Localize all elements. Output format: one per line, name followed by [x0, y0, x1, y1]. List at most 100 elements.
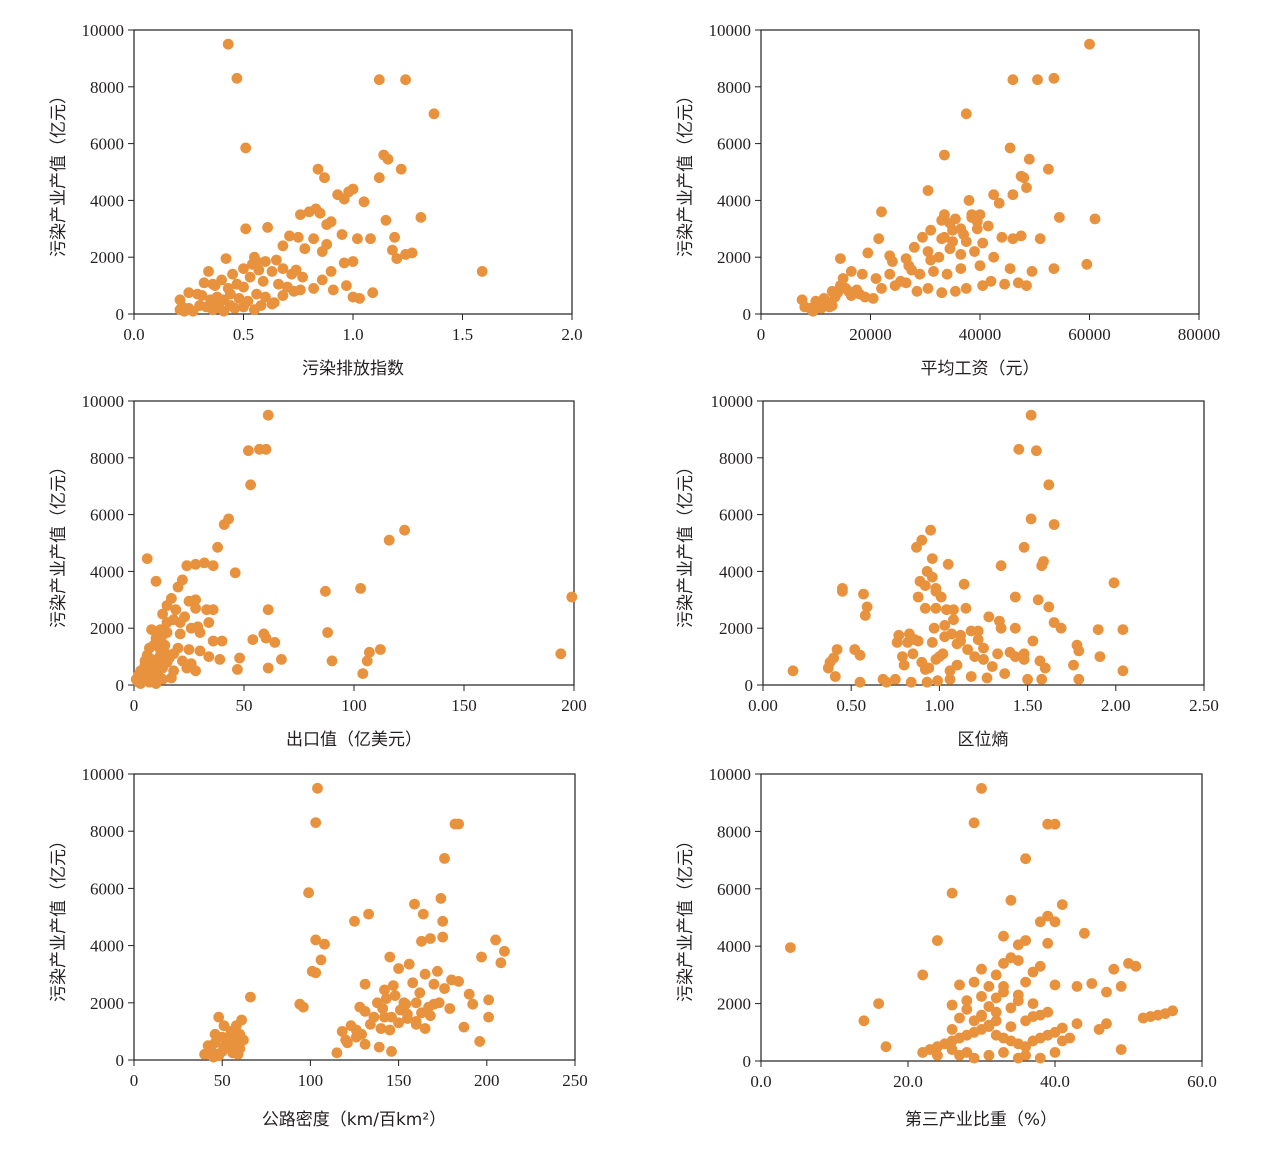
y-tick-label: 4000	[90, 562, 124, 581]
data-point	[435, 893, 447, 904]
data-point	[338, 193, 350, 205]
data-point	[992, 648, 1003, 660]
data-point	[954, 979, 965, 991]
data-point	[976, 1011, 987, 1022]
data-point	[363, 908, 374, 920]
data-point	[881, 676, 892, 688]
data-point	[1020, 976, 1031, 988]
data-point	[948, 614, 959, 626]
data-point	[845, 290, 857, 301]
data-point	[884, 268, 896, 280]
data-point	[352, 233, 363, 245]
data-point	[960, 108, 972, 120]
data-point	[1042, 1006, 1054, 1018]
data-point	[303, 206, 315, 218]
data-point	[908, 241, 920, 253]
data-point	[183, 287, 195, 299]
data-point	[963, 195, 975, 206]
x-tick-label: 2.0	[561, 325, 582, 344]
x-tick-label: 40.0	[1040, 1072, 1070, 1091]
data-point	[220, 253, 232, 264]
data-point	[157, 608, 169, 620]
data-point	[986, 661, 998, 672]
y-tick-label: 0	[116, 1051, 125, 1070]
data-point	[315, 954, 327, 966]
data-point	[787, 665, 799, 677]
data-point	[972, 634, 984, 645]
data-point	[921, 676, 933, 688]
x-tick-label: 150	[451, 696, 477, 715]
data-point	[971, 216, 983, 228]
data-point	[190, 602, 202, 614]
data-point	[357, 668, 369, 679]
data-point	[988, 189, 1000, 201]
data-point	[181, 662, 193, 674]
y-tick-label: 2000	[90, 994, 124, 1013]
data-point	[837, 273, 849, 284]
data-point	[928, 266, 939, 277]
data-point	[822, 662, 834, 674]
data-point	[1031, 445, 1042, 457]
data-point	[1049, 1047, 1061, 1058]
data-point	[993, 197, 1005, 209]
data-point	[961, 1047, 973, 1058]
data-point	[889, 673, 901, 685]
data-point	[349, 915, 360, 927]
data-point	[232, 664, 243, 675]
data-point	[288, 285, 300, 297]
y-tick-label: 2000	[717, 248, 751, 267]
data-point	[384, 1024, 396, 1036]
y-tick-label: 8000	[719, 449, 753, 468]
data-point	[1043, 163, 1054, 175]
data-point	[810, 295, 822, 307]
data-point	[338, 257, 350, 269]
y-tick-label: 4000	[717, 937, 751, 956]
data-point	[861, 601, 873, 613]
data-point	[925, 224, 937, 236]
data-point	[962, 644, 973, 655]
data-point	[1021, 280, 1032, 291]
axis-ticks: 0 20000 40000 60000 80000 0 2000 4000 6000 8000 10…	[709, 21, 1221, 344]
data-point	[958, 578, 970, 590]
data-point	[922, 246, 934, 257]
data-point	[359, 1038, 371, 1050]
data-point	[365, 233, 376, 245]
data-point	[1009, 622, 1021, 634]
data-point	[428, 108, 440, 120]
data-point	[403, 958, 415, 970]
data-point	[340, 1034, 352, 1046]
data-point	[1042, 937, 1054, 949]
data-point	[903, 260, 915, 272]
data-point	[911, 541, 922, 553]
data-point	[998, 930, 1009, 942]
data-point	[1073, 673, 1085, 685]
data-point	[297, 1001, 309, 1013]
data-point	[364, 646, 375, 658]
data-point	[858, 588, 869, 600]
data-point	[194, 645, 206, 657]
data-point	[1064, 1032, 1076, 1044]
data-point	[919, 664, 931, 675]
plot-frame	[133, 29, 573, 315]
data-point	[933, 251, 945, 263]
data-point	[1084, 38, 1095, 50]
data-point	[555, 648, 567, 660]
data-point	[955, 249, 967, 260]
data-point	[425, 1010, 436, 1022]
data-point	[490, 934, 501, 946]
data-point	[419, 1023, 431, 1034]
data-point	[1027, 998, 1039, 1009]
data-point	[951, 659, 963, 671]
data-point	[310, 817, 322, 828]
y-tick-label: 2000	[90, 248, 124, 267]
data-point	[150, 678, 162, 689]
data-point	[856, 268, 868, 280]
data-point	[983, 611, 995, 623]
data-point	[1015, 230, 1027, 242]
data-point	[331, 1047, 343, 1059]
y-tick-label: 6000	[717, 880, 751, 899]
data-point	[1025, 409, 1037, 421]
data-point	[207, 604, 219, 616]
data-point	[917, 231, 928, 243]
